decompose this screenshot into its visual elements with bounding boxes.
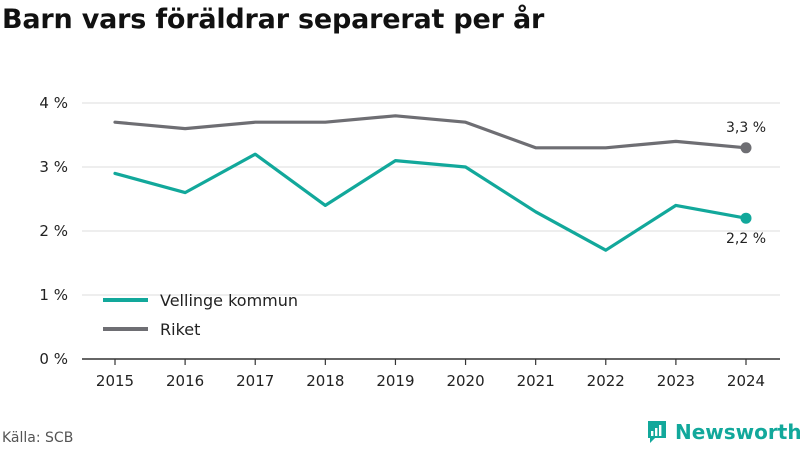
brand-logo: Newsworthy [646,420,800,444]
series-line-vellinge-kommun [113,152,748,252]
x-tick-label: 2021 [517,372,555,390]
series-line-riket [113,114,748,150]
newsworthy-logo-icon [648,421,666,443]
end-point [740,212,752,224]
x-tick-label: 2022 [587,372,625,390]
chart-title: Barn vars föräldrar separerat per år [2,4,545,35]
end-point [740,142,752,154]
x-tick-label: 2018 [306,372,344,390]
y-tick-label: 1 % [39,286,68,304]
x-tick-label: 2017 [236,372,274,390]
end-value-label: 3,3 % [726,120,766,136]
source-note: Källa: SCB [2,430,74,446]
x-tick-label: 2024 [727,372,765,390]
legend-label: Vellinge kommun [160,291,298,310]
x-tick-label: 2019 [376,372,414,390]
x-tick-label: 2015 [96,372,134,390]
brand-name: Newsworthy [675,420,800,444]
x-tick-label: 2023 [657,372,695,390]
end-value-label: 2,2 % [726,231,766,247]
y-tick-label: 2 % [39,222,68,240]
x-tick-label: 2020 [446,372,484,390]
y-tick-label: 4 % [39,94,68,112]
legend-label: Riket [160,320,200,339]
y-tick-label: 0 % [39,350,68,368]
x-tick-label: 2016 [166,372,204,390]
y-tick-label: 3 % [39,158,68,176]
